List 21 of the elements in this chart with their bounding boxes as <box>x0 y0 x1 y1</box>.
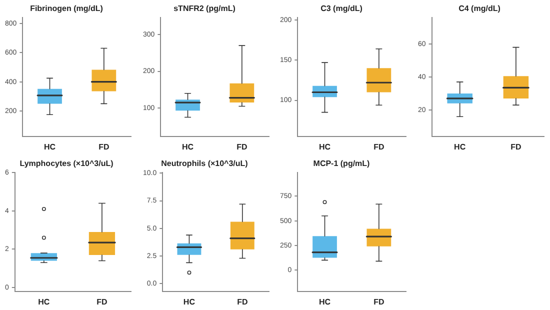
x-tick-label: HC <box>318 297 331 306</box>
x-tick-label: FD <box>236 297 248 306</box>
x-tick-label: FD <box>96 297 108 306</box>
x-tick-label: HC <box>38 297 50 306</box>
x-tick-label: HC <box>182 297 195 306</box>
chart-title: Lymphocytes (×10^3/uL) <box>20 159 114 168</box>
x-tick-label: FD <box>236 142 247 152</box>
x-tick-label: HC <box>181 142 194 152</box>
chart-title: Fibrinogen (mg/dL) <box>30 4 104 14</box>
chart-title: MCP-1 (pg/mL) <box>313 159 370 168</box>
x-tick-label: HC <box>318 142 331 152</box>
x-tick-label: HC <box>454 142 466 152</box>
x-tick-label: FD <box>98 142 110 152</box>
x-tick-label: FD <box>374 297 384 306</box>
chart-title: C3 (mg/dL) <box>320 4 363 14</box>
chart-title: C4 (mg/dL) <box>458 4 500 14</box>
x-tick-label: FD <box>510 142 521 152</box>
x-tick-label: HC <box>44 142 56 152</box>
chart-title: Neutrophils (×10^3/uL) <box>160 159 248 168</box>
x-tick-label: FD <box>374 142 384 152</box>
chart-title: sTNFR2 (pg/mL) <box>173 4 236 14</box>
